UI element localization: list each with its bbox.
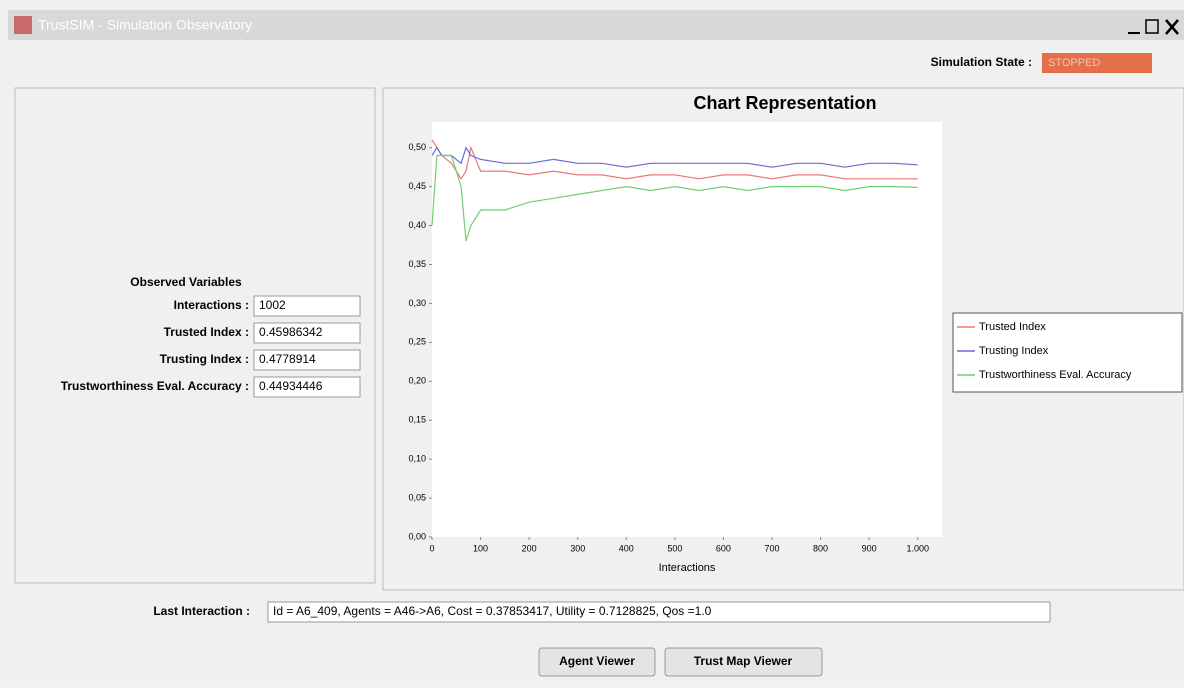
text-field — [253, 295, 361, 317]
variables-title: Observed Variables — [130, 275, 242, 289]
y-tick-label: 0,05 — [408, 492, 426, 502]
close[interactable] — [1165, 19, 1179, 35]
x-axis-label: Interactions — [659, 562, 716, 574]
field-value: 1002 — [259, 298, 286, 312]
chart-title: Chart Representation — [693, 93, 876, 113]
text-field — [253, 322, 361, 344]
y-tick-label: 0,00 — [408, 531, 426, 541]
y-tick-label: 0,20 — [408, 376, 426, 386]
y-tick-label: 0,40 — [408, 220, 426, 230]
state-field — [1042, 53, 1152, 73]
x-tick-label: 500 — [667, 543, 682, 553]
x-tick-label: 800 — [813, 543, 828, 553]
y-tick-label: 0,25 — [408, 337, 426, 347]
x-tick-label: 200 — [522, 543, 537, 553]
x-tick-label: 600 — [716, 543, 731, 553]
window-title: TrustSIM - Simulation Observatory — [38, 17, 252, 33]
app-icon — [14, 16, 32, 34]
legend-label: Trusting Index — [979, 345, 1049, 357]
field-value: 0.45986342 — [259, 325, 323, 339]
field-label: Trusted Index : — [164, 325, 249, 339]
x-tick-label: 300 — [570, 543, 585, 553]
state-value: STOPPED — [1048, 57, 1100, 69]
series-line — [431, 146, 918, 168]
series-line — [431, 154, 918, 242]
last-interaction-field — [267, 601, 1051, 623]
field-label: Trustworthiness Eval. Accuracy : — [61, 379, 249, 393]
plot-area — [432, 122, 942, 537]
x-tick-label: 0 — [429, 543, 434, 553]
y-tick-label: 0,35 — [408, 259, 426, 269]
legend-label: Trusted Index — [979, 321, 1046, 333]
state-label: Simulation State : — [931, 55, 1032, 69]
field-value: 0.44934446 — [259, 379, 323, 393]
y-tick-label: 0,15 — [408, 415, 426, 425]
trust-map-button[interactable] — [664, 647, 823, 677]
y-tick-label: 0,45 — [408, 181, 426, 191]
y-tick-label: 0,30 — [408, 298, 426, 308]
x-tick-label: 100 — [473, 543, 488, 553]
text-field — [253, 376, 361, 398]
title-bar — [8, 10, 1184, 40]
legend — [952, 312, 1183, 393]
agent-viewer-button[interactable] — [538, 647, 656, 677]
legend-label: Trustworthiness Eval. Accuracy — [979, 369, 1132, 381]
field-label: Interactions : — [174, 298, 249, 312]
text-field — [253, 349, 361, 371]
x-tick-label: 1.000 — [906, 543, 929, 553]
last-interaction-label: Last Interaction : — [153, 604, 250, 618]
button-label[interactable]: Agent Viewer — [559, 654, 635, 668]
x-tick-label: 400 — [619, 543, 634, 553]
fields: Interactions : 1002 Trusted Index : 0.45986… — [61, 295, 361, 398]
series-line — [431, 139, 918, 180]
window-controls[interactable] — [1128, 19, 1179, 35]
field-value: 0.4778914 — [259, 352, 316, 366]
x-tick-label: 700 — [764, 543, 779, 553]
button-label[interactable]: Trust Map Viewer — [694, 654, 793, 668]
maximize[interactable] — [1145, 19, 1159, 34]
field-label: Trusting Index : — [160, 352, 249, 366]
y-tick-label: 0,10 — [408, 454, 426, 464]
y-tick-label: 0,50 — [408, 142, 426, 152]
x-tick-label: 900 — [862, 543, 877, 553]
last-interaction-value: Id = A6_409, Agents = A46->A6, Cost = 0.… — [273, 604, 712, 618]
